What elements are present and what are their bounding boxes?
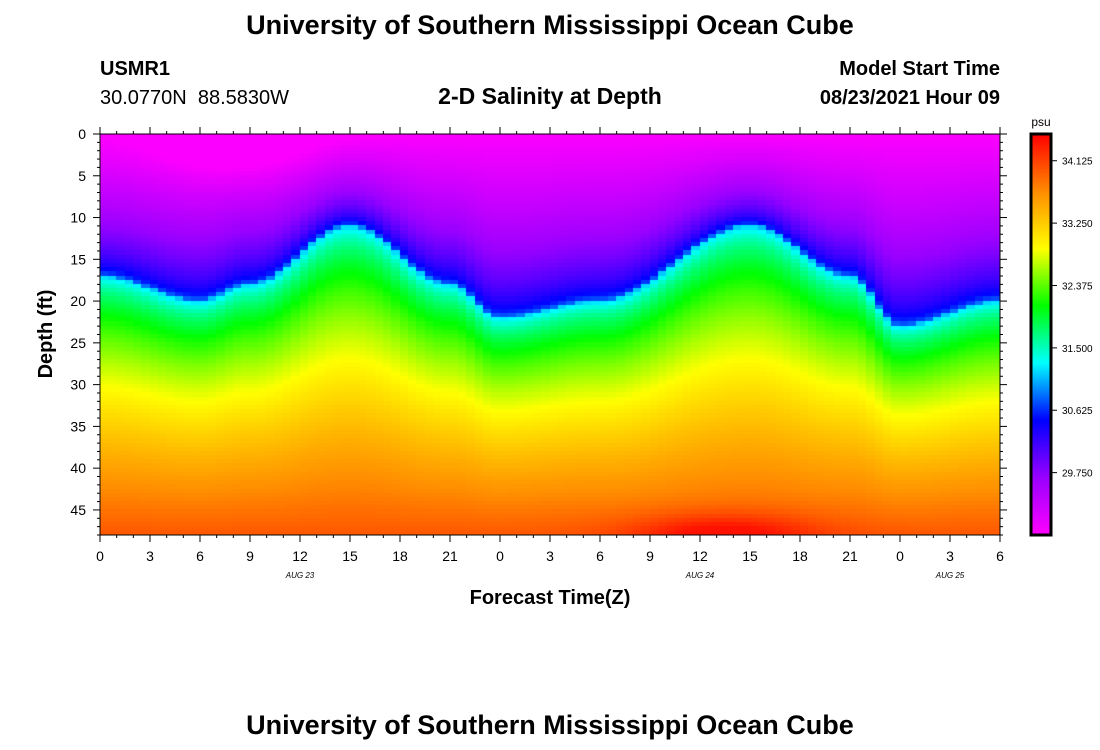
x-tick-label: 0 [496, 548, 504, 564]
x-tick-label: 21 [442, 548, 458, 564]
y-tick-label: 5 [78, 168, 86, 184]
x-tick-label: 3 [146, 548, 154, 564]
y-tick-label: 25 [70, 335, 86, 351]
model-start-value: 08/23/2021 Hour 09 [820, 87, 1000, 109]
y-axis-label: Depth (ft) [35, 290, 57, 379]
x-tick-label: 15 [342, 548, 358, 564]
colorbar-unit: psu [1031, 115, 1050, 129]
date-label: AUG 24 [685, 571, 715, 580]
x-tick-label: 9 [646, 548, 654, 564]
x-tick-label: 21 [842, 548, 858, 564]
x-tick-label: 6 [196, 548, 204, 564]
page-title: University of Southern Mississippi Ocean… [246, 10, 854, 40]
x-tick-label: 6 [596, 548, 604, 564]
colorbar-ticks: 29.750 30.625 31.500 32.375 33.250 34.125 [1051, 157, 1093, 480]
colorbar-tick-label: 32.375 [1062, 281, 1093, 292]
colorbar-tick-label: 30.625 [1062, 406, 1093, 417]
x-tick-label: 0 [96, 548, 104, 564]
y-tick-label: 0 [78, 126, 86, 142]
x-tick-label: 12 [692, 548, 708, 564]
x-tick-label: 15 [742, 548, 758, 564]
y-tick-label: 15 [70, 251, 86, 267]
date-label: AUG 23 [285, 571, 315, 580]
footer-title: University of Southern Mississippi Ocean… [246, 710, 854, 740]
date-label: AUG 25 [935, 571, 965, 580]
x-tick-label: 6 [996, 548, 1004, 564]
x-axis: 0 3 6 9 12 15 18 21 0 3 6 9 12 15 18 21 0 3 6 [96, 127, 1004, 564]
date-labels: AUG 23 AUG 24 AUG 25 [285, 571, 965, 580]
y-tick-label: 40 [70, 460, 86, 476]
colorbar-tick-label: 34.125 [1062, 157, 1093, 168]
colorbar [1031, 134, 1051, 535]
colorbar-container [1031, 134, 1051, 535]
x-tick-label: 12 [292, 548, 308, 564]
x-tick-label: 9 [246, 548, 254, 564]
plot-title: 2-D Salinity at Depth [438, 83, 662, 109]
x-tick-label: 0 [896, 548, 904, 564]
x-tick-label: 3 [546, 548, 554, 564]
colorbar-frame [1029, 132, 1053, 537]
y-tick-label: 30 [70, 377, 86, 393]
y-tick-label: 35 [70, 418, 86, 434]
station-id: USMR1 [100, 58, 170, 80]
x-tick-label: 18 [392, 548, 408, 564]
y-tick-label: 20 [70, 293, 86, 309]
colorbar-tick-label: 29.750 [1062, 469, 1093, 480]
colorbar-tick-label: 33.250 [1062, 219, 1093, 230]
station-coordinates: 30.0770N 88.5830W [100, 87, 289, 109]
colorbar-tick-label: 31.500 [1062, 344, 1093, 355]
y-axis: 0 5 10 15 20 25 30 35 40 45 [70, 126, 1007, 536]
y-tick-label: 10 [70, 210, 86, 226]
salinity-heatmap [100, 134, 1000, 535]
x-axis-label: Forecast Time(Z) [470, 587, 631, 609]
heatmap-container [100, 134, 1000, 535]
y-tick-label: 45 [70, 502, 86, 518]
model-start-label: Model Start Time [839, 58, 1000, 80]
x-tick-label: 18 [792, 548, 808, 564]
x-tick-label: 3 [946, 548, 954, 564]
